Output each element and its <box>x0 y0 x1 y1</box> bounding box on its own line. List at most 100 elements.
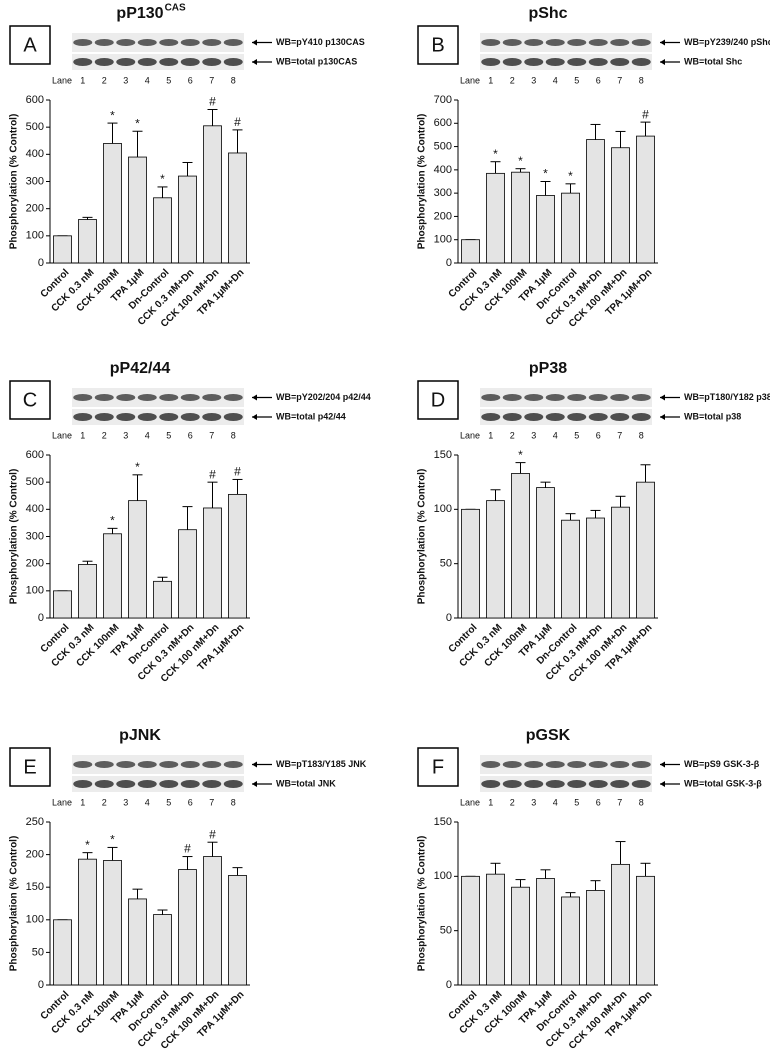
blot-band <box>116 58 136 66</box>
lane-number: 7 <box>209 430 214 440</box>
blot-band <box>137 761 157 768</box>
panel-letter: C <box>23 389 37 411</box>
y-tick-label: 150 <box>26 881 44 893</box>
blot-band <box>631 394 651 401</box>
y-tick-label: 200 <box>26 849 44 861</box>
y-tick-label: 200 <box>26 203 44 215</box>
blot-band <box>180 780 200 788</box>
y-tick-label: 200 <box>26 558 44 570</box>
bar <box>586 890 605 986</box>
bar <box>561 192 580 264</box>
y-tick-label: 0 <box>446 612 452 624</box>
blot-band <box>94 413 114 421</box>
blot-band <box>545 39 565 46</box>
lane-number: 5 <box>574 797 579 807</box>
lane-number: 4 <box>145 797 150 807</box>
panel: pP42/44 C WB=pY202/204 p42/44 WB=total p42/… <box>9 360 371 685</box>
lane-number: 8 <box>231 797 236 807</box>
lane-number: 6 <box>596 797 601 807</box>
y-tick-label: 0 <box>38 257 44 269</box>
blot-label: WB=total Shc <box>684 56 742 66</box>
blot-band <box>137 780 157 788</box>
blot-band <box>159 58 179 66</box>
lane-label: Lane <box>460 797 480 807</box>
panel-title: pJNK <box>119 727 161 744</box>
significance-marker: # <box>234 465 241 479</box>
blot-band <box>631 413 651 421</box>
significance-marker: * <box>543 167 548 181</box>
blot-band <box>567 413 587 421</box>
blot-arrowhead <box>660 59 665 65</box>
lane-number: 8 <box>231 430 236 440</box>
y-tick-label: 50 <box>32 946 44 958</box>
y-tick-label: 300 <box>434 187 452 199</box>
lane-number: 5 <box>166 797 171 807</box>
significance-marker: * <box>493 147 498 161</box>
y-axis-label: Phosphorylation (% Control) <box>9 836 20 972</box>
blot-label: WB=total p38 <box>684 411 741 421</box>
bar <box>486 172 505 264</box>
bar <box>53 590 72 619</box>
y-axis-label: Phosphorylation (% Control) <box>9 469 20 605</box>
significance-marker: # <box>642 107 649 121</box>
blot-band <box>159 413 179 421</box>
y-axis-label: Phosphorylation (% Control) <box>417 469 428 605</box>
blot-band <box>223 761 243 768</box>
significance-marker: * <box>518 154 523 168</box>
bar <box>561 896 580 986</box>
lane-number: 4 <box>145 75 150 85</box>
blot-band <box>137 39 157 46</box>
y-axis-label: Phosphorylation (% Control) <box>417 836 428 972</box>
blot-band <box>202 394 222 401</box>
y-tick-label: 400 <box>434 164 452 176</box>
y-tick-label: 100 <box>434 503 452 515</box>
lane-number: 5 <box>166 430 171 440</box>
blot-band <box>159 394 179 401</box>
bar <box>228 152 247 264</box>
bar <box>203 125 222 264</box>
y-tick-label: 200 <box>434 210 452 222</box>
blot-band <box>481 58 501 66</box>
significance-marker: * <box>85 838 90 852</box>
blot-band <box>524 58 544 66</box>
bar <box>153 914 172 986</box>
blot-band <box>588 394 608 401</box>
panel: pP130 CAS A WB=pY410 p130CAS WB=total p130CA… <box>9 3 365 330</box>
significance-marker: * <box>135 460 140 474</box>
bar <box>461 875 480 986</box>
blot-band <box>502 394 522 401</box>
blot-band <box>94 761 114 768</box>
lane-number: 4 <box>145 430 150 440</box>
blot-label: WB=total p130CAS <box>276 56 357 66</box>
blot-arrowhead <box>660 414 665 420</box>
blot-band <box>137 413 157 421</box>
y-tick-label: 0 <box>446 257 452 269</box>
panel: pJNK E WB=pT183/Y185 JNK WB=total JNK Lane 1 2… <box>9 727 367 1050</box>
blot-band <box>202 761 222 768</box>
blot-band <box>610 58 630 66</box>
blot-band <box>73 39 93 46</box>
bar <box>486 873 505 986</box>
significance-marker: # <box>209 467 216 481</box>
y-tick-label: 600 <box>26 449 44 461</box>
blot-band <box>202 58 222 66</box>
bar <box>78 858 97 986</box>
significance-marker: # <box>209 827 216 841</box>
blot-band <box>202 39 222 46</box>
lane-number: 2 <box>102 75 107 85</box>
panel-letter: F <box>432 756 444 778</box>
bar <box>636 875 655 986</box>
blot-band <box>610 39 630 46</box>
blot-band <box>631 58 651 66</box>
blot-label: WB=total p42/44 <box>276 411 346 421</box>
blot-arrowhead <box>252 394 257 401</box>
blot-label: WB=pY410 p130CAS <box>276 37 365 47</box>
lane-number: 7 <box>209 75 214 85</box>
blot-band <box>202 780 222 788</box>
panel-letter: A <box>23 34 37 56</box>
blot-band <box>502 58 522 66</box>
y-tick-label: 50 <box>440 925 452 937</box>
blot-band <box>223 39 243 46</box>
